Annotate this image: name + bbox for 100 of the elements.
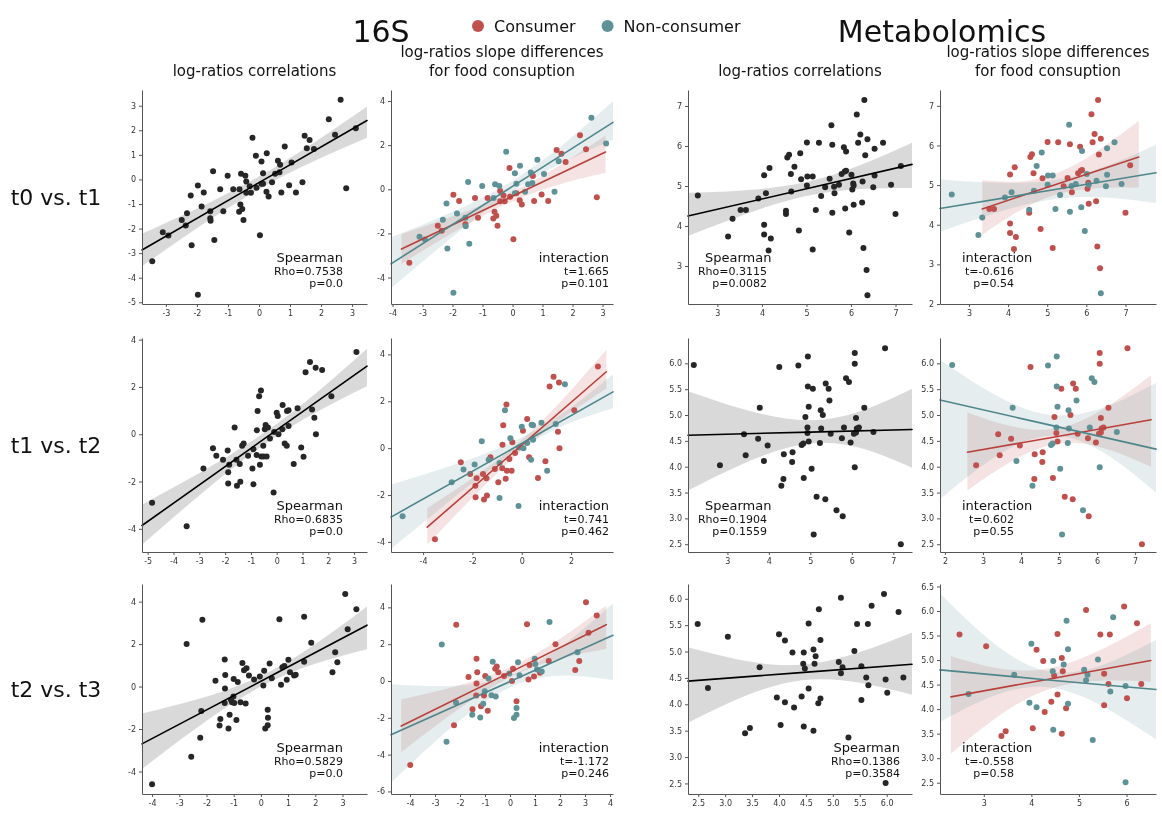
y-tick-label: 0: [379, 444, 385, 454]
y-tick-label: 4: [130, 597, 136, 607]
y-tick-label: -2: [128, 477, 136, 487]
annotation: t=-0.558: [965, 755, 1014, 768]
y-tick-label: 3.5: [921, 488, 934, 498]
annotation: interaction: [538, 250, 609, 265]
y-tick-label: 2: [379, 141, 385, 151]
x-tick-label: -2: [193, 308, 202, 318]
y-tick-label: 2: [130, 383, 136, 393]
y-tick-label: 3.5: [669, 488, 682, 498]
annotation: p=0.462: [561, 525, 609, 538]
y-tick-label: 2.5: [669, 540, 682, 550]
x-tick-label: 4.0: [773, 798, 786, 808]
y-tick-label: -1: [128, 200, 136, 210]
chart-subtitle: log-ratios correlations: [718, 62, 883, 80]
x-tick-label: -4: [406, 798, 415, 808]
y-tick-label: 5.5: [669, 385, 682, 395]
annotation: p=0.55: [973, 525, 1014, 538]
y-tick-label: 3.0: [669, 753, 682, 763]
y-axis-title: t0 vs. t1: [10, 185, 102, 210]
y-tick-label: 3: [130, 101, 136, 111]
legend-label: Consumer: [494, 17, 577, 36]
x-tick-label: 4: [607, 798, 614, 808]
x-tick-label: 4: [1029, 798, 1035, 808]
annotation: p=0.3584: [845, 767, 900, 780]
y-tick-label: 4: [130, 335, 136, 345]
y-tick-label: 2: [130, 640, 136, 650]
y-tick-label: 4.0: [669, 700, 682, 710]
x-tick-label: -1: [481, 798, 490, 808]
y-tick-label: -2: [377, 713, 385, 723]
x-tick-label: -1: [230, 798, 239, 808]
y-tick-label: 5.0: [669, 647, 682, 657]
x-tick-label: 4: [766, 556, 772, 566]
y-tick-label: 5.5: [669, 621, 682, 631]
annotation: p=0.246: [561, 767, 609, 780]
x-tick-label: 0: [519, 556, 525, 566]
annotation: t=0.602: [968, 513, 1014, 526]
x-tick-label: -2: [468, 556, 477, 566]
annotation: Spearman: [276, 740, 343, 755]
x-tick-label: -1: [224, 308, 233, 318]
x-tick-label: -4: [389, 308, 397, 318]
y-tick-label: 4.5: [669, 673, 682, 683]
y-tick-label: 4: [928, 220, 934, 230]
x-tick-label: 3: [352, 556, 358, 566]
y-tick-label: 3.0: [921, 514, 934, 524]
x-tick-label: 5: [1045, 308, 1051, 318]
annotation: Spearman: [276, 250, 343, 265]
y-tick-label: 2: [379, 397, 385, 407]
x-tick-label: -4: [148, 798, 157, 808]
y-tick-label: 0: [379, 185, 385, 195]
x-tick-label: 4: [759, 308, 765, 318]
y-tick-label: 7: [928, 101, 934, 111]
y-axis-title: t1 vs. t2: [10, 433, 102, 458]
x-tick-label: 2: [557, 798, 564, 808]
annotation: Rho=0.7538: [273, 265, 343, 278]
x-tick-label: 3.0: [719, 798, 733, 808]
x-tick-label: 3: [350, 308, 356, 318]
y-tick-label: 4: [676, 222, 682, 232]
y-tick-label: 1: [130, 150, 136, 160]
x-tick-label: 2: [326, 556, 332, 566]
x-tick-label: 3: [966, 308, 972, 318]
x-tick-label: 2.5: [692, 798, 706, 808]
x-tick-label: 3: [340, 798, 346, 808]
annotation: interaction: [962, 250, 1033, 265]
y-tick-label: 3.5: [921, 729, 934, 739]
x-tick-label: 1: [300, 556, 306, 566]
y-tick-label: 5: [928, 181, 934, 191]
x-tick-label: 6: [1084, 308, 1090, 318]
x-tick-label: 0: [507, 798, 514, 808]
annotation: Rho=0.3115: [697, 265, 767, 278]
x-tick-label: 1: [540, 308, 546, 318]
annotation: t=1.665: [563, 265, 609, 278]
x-tick-label: 5: [1056, 556, 1063, 566]
x-tick-label: 1: [286, 798, 292, 808]
y-tick-label: 4.5: [921, 436, 934, 446]
y-tick-label: 6.0: [669, 594, 682, 604]
annotation: p=0.0: [309, 525, 343, 538]
annotation: Rho=0.1904: [697, 513, 767, 526]
legend-label: Non-consumer: [623, 17, 741, 36]
x-tick-label: 3: [725, 556, 731, 566]
y-tick-label: 3: [676, 262, 682, 272]
y-tick-label: -4: [128, 767, 136, 777]
y-tick-label: -4: [128, 524, 136, 534]
x-tick-label: 1: [532, 798, 539, 808]
y-tick-label: 5.0: [921, 656, 934, 666]
x-tick-label: 3: [582, 798, 589, 808]
x-tick-label: -5: [144, 556, 153, 566]
y-tick-label: -4: [377, 750, 385, 760]
annotation: p=0.0: [309, 767, 343, 780]
x-tick-label: 6: [848, 308, 855, 318]
annotation: interaction: [538, 740, 609, 755]
y-tick-label: 4.0: [669, 462, 682, 472]
x-tick-label: 4: [1006, 308, 1012, 318]
y-tick-label: 4.5: [921, 680, 934, 690]
x-tick-label: 7: [1123, 308, 1129, 318]
chart-subtitle: log-ratios correlations: [172, 62, 337, 80]
y-tick-label: 6.0: [921, 359, 934, 369]
y-tick-label: 5.5: [921, 631, 934, 641]
y-tick-label: 4.0: [921, 462, 934, 472]
x-tick-label: 3: [981, 798, 987, 808]
